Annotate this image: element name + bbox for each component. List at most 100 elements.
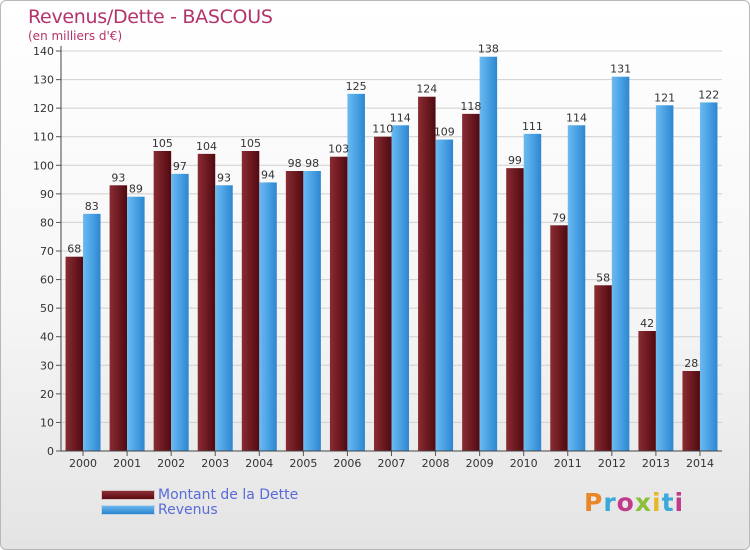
x-tick-label: 2001 — [113, 457, 141, 470]
value-label-debt: 68 — [67, 243, 81, 256]
value-label-debt: 99 — [508, 154, 522, 167]
value-label-debt: 58 — [596, 271, 610, 284]
y-tick-label: 90 — [40, 188, 54, 201]
bar-debt — [506, 168, 524, 451]
x-tick-label: 2000 — [69, 457, 97, 470]
bar-debt — [462, 113, 480, 451]
x-tick-label: 2008 — [422, 457, 450, 470]
bar-debt — [65, 256, 84, 451]
legend-swatch-debt — [101, 489, 155, 500]
bar-revenue — [83, 213, 101, 451]
y-tick-label: 120 — [33, 102, 54, 115]
bar-revenue — [611, 76, 630, 451]
bar-revenue — [347, 93, 365, 451]
legend-item-debt: Montant de la Dette — [101, 486, 299, 503]
bar-debt — [329, 156, 348, 451]
value-label-debt: 110 — [372, 123, 393, 136]
value-label-debt: 93 — [111, 171, 125, 184]
x-tick-label: 2012 — [598, 457, 626, 470]
bar-debt — [594, 285, 612, 451]
x-tick-label: 2002 — [157, 457, 185, 470]
value-label-revenue: 83 — [85, 200, 99, 213]
value-label-revenue: 94 — [261, 168, 275, 181]
bar-revenue — [479, 56, 498, 451]
y-tick-label: 70 — [40, 245, 54, 258]
y-tick-label: 20 — [40, 388, 54, 401]
x-tick-label: 2005 — [289, 457, 317, 470]
legend-label-revenue: Revenus — [158, 501, 218, 518]
value-label-debt: 42 — [640, 317, 654, 330]
logo-letter: r — [603, 488, 617, 517]
logo-letter: t — [661, 488, 675, 517]
x-tick-label: 2003 — [201, 457, 229, 470]
value-label-revenue: 122 — [698, 88, 719, 101]
y-tick-label: 110 — [33, 131, 54, 144]
value-label-debt: 28 — [684, 357, 698, 370]
value-label-revenue: 121 — [654, 91, 675, 104]
x-tick-label: 2004 — [245, 457, 273, 470]
bar-debt — [197, 153, 216, 451]
value-label-debt: 103 — [328, 143, 349, 156]
bar-debt — [682, 371, 700, 451]
y-tick-label: 30 — [40, 359, 54, 372]
value-label-revenue: 93 — [217, 171, 231, 184]
value-label-revenue: 109 — [434, 126, 455, 139]
legend: Montant de la Dette Revenus — [101, 486, 299, 518]
bar-debt — [285, 171, 304, 451]
bar-debt — [638, 331, 656, 451]
value-label-revenue: 125 — [346, 80, 367, 93]
y-tick-label: 0 — [47, 445, 54, 458]
value-label-debt: 98 — [288, 157, 302, 170]
logo-letter: i — [674, 488, 685, 517]
proxiti-logo: Proxiti — [584, 488, 684, 517]
value-label-revenue: 111 — [522, 120, 543, 133]
y-tick-label: 60 — [40, 274, 54, 287]
value-label-debt: 104 — [196, 140, 217, 153]
y-tick-label: 40 — [40, 331, 54, 344]
value-label-revenue: 97 — [173, 160, 187, 173]
bar-revenue — [435, 139, 454, 452]
bar-revenue — [127, 196, 145, 451]
y-tick-label: 10 — [40, 416, 54, 429]
bar-revenue — [259, 182, 277, 451]
logo-letter: x — [634, 488, 652, 517]
x-tick-label: 2010 — [510, 457, 538, 470]
bar-revenue — [567, 125, 586, 452]
value-label-revenue: 114 — [566, 111, 587, 124]
bar-debt — [241, 151, 260, 451]
bar-revenue — [303, 171, 321, 451]
value-label-debt: 118 — [460, 100, 481, 113]
y-tick-label: 140 — [33, 45, 54, 58]
bar-revenue — [215, 185, 233, 452]
bars-layer — [65, 56, 718, 452]
value-label-revenue: 138 — [478, 43, 499, 56]
legend-item-revenue: Revenus — [101, 501, 298, 518]
value-label-revenue: 98 — [305, 157, 319, 170]
x-tick-label: 2013 — [642, 457, 670, 470]
bar-revenue — [391, 125, 409, 452]
value-label-debt: 79 — [552, 211, 566, 224]
bar-revenue — [523, 133, 542, 451]
y-tick-label: 100 — [33, 159, 54, 172]
chart-subtitle: (en milliers d'€) — [28, 29, 123, 43]
logo-letter: P — [584, 488, 604, 517]
x-tick-label: 2009 — [466, 457, 494, 470]
y-tick-label: 50 — [40, 302, 54, 315]
value-label-debt: 105 — [240, 137, 261, 150]
x-tick-label: 2007 — [378, 457, 406, 470]
chart-title: Revenus/Dette - BASCOUS — [28, 6, 273, 28]
legend-swatch-revenue — [101, 504, 155, 515]
axis-layer: 0 10 20 30 40 50 60 70 80 90 100 110 120 130 140 2000 20… — [33, 45, 722, 470]
value-label-revenue: 89 — [129, 183, 143, 196]
bar-revenue — [655, 105, 674, 452]
legend-label-debt: Montant de la Dette — [158, 486, 299, 503]
bar-debt — [153, 151, 172, 451]
value-label-revenue: 114 — [390, 111, 411, 124]
logo-letter: o — [616, 488, 635, 517]
bar-debt — [374, 136, 392, 451]
value-label-debt: 124 — [416, 83, 437, 96]
y-tick-label: 80 — [40, 216, 54, 229]
value-label-revenue: 131 — [610, 63, 631, 76]
bar-debt — [418, 96, 436, 451]
